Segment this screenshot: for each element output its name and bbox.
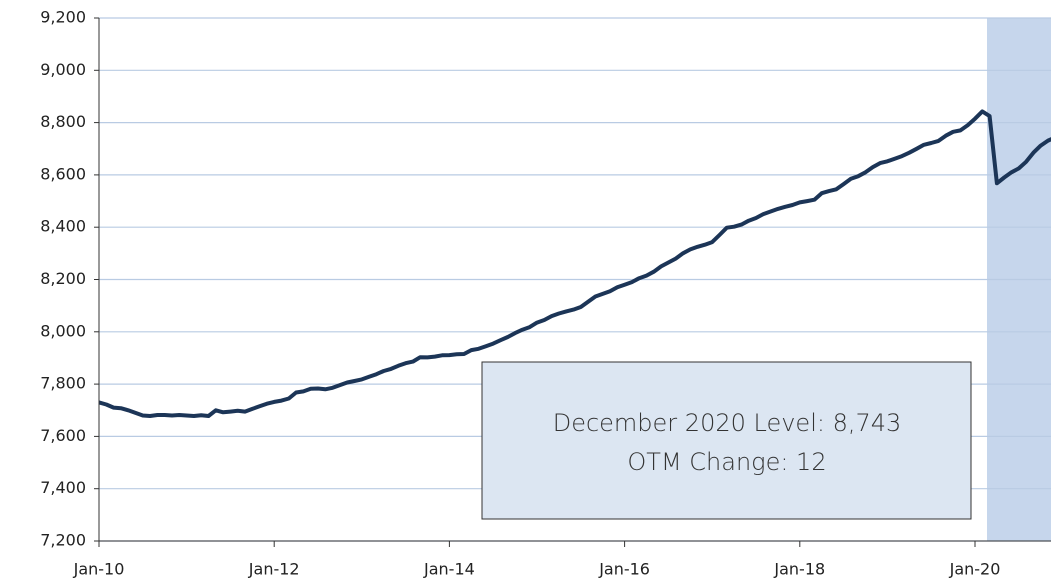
x-tick-label: Jan-16	[598, 560, 650, 579]
annotation-box	[481, 361, 972, 520]
y-tick-label: 7,200	[40, 531, 86, 550]
y-tick-label: 7,400	[40, 478, 86, 497]
annotation: OTM Change: 12	[627, 448, 826, 476]
y-tick-label: 9,000	[40, 60, 86, 79]
x-tick-label: Jan-10	[73, 560, 125, 579]
y-tick-label: 8,600	[40, 164, 86, 183]
y-tick-label: 8,200	[40, 269, 86, 288]
y-tick-label: 8,000	[40, 321, 86, 340]
y-tick-label: 7,600	[40, 426, 86, 445]
y-tick-label: 8,400	[40, 217, 86, 236]
x-tick-label: Jan-14	[423, 560, 475, 579]
y-tick-label: 7,800	[40, 374, 86, 393]
x-tick-label: Jan-20	[949, 560, 1001, 579]
series-line	[99, 109, 1051, 418]
annotation: December 2020 Level: 8,743	[553, 409, 902, 437]
x-tick-label: Jan-18	[773, 560, 825, 579]
y-tick-label: 8,800	[40, 112, 86, 131]
x-tick-label: Jan-12	[248, 560, 300, 579]
y-tick-label: 9,200	[40, 8, 86, 27]
